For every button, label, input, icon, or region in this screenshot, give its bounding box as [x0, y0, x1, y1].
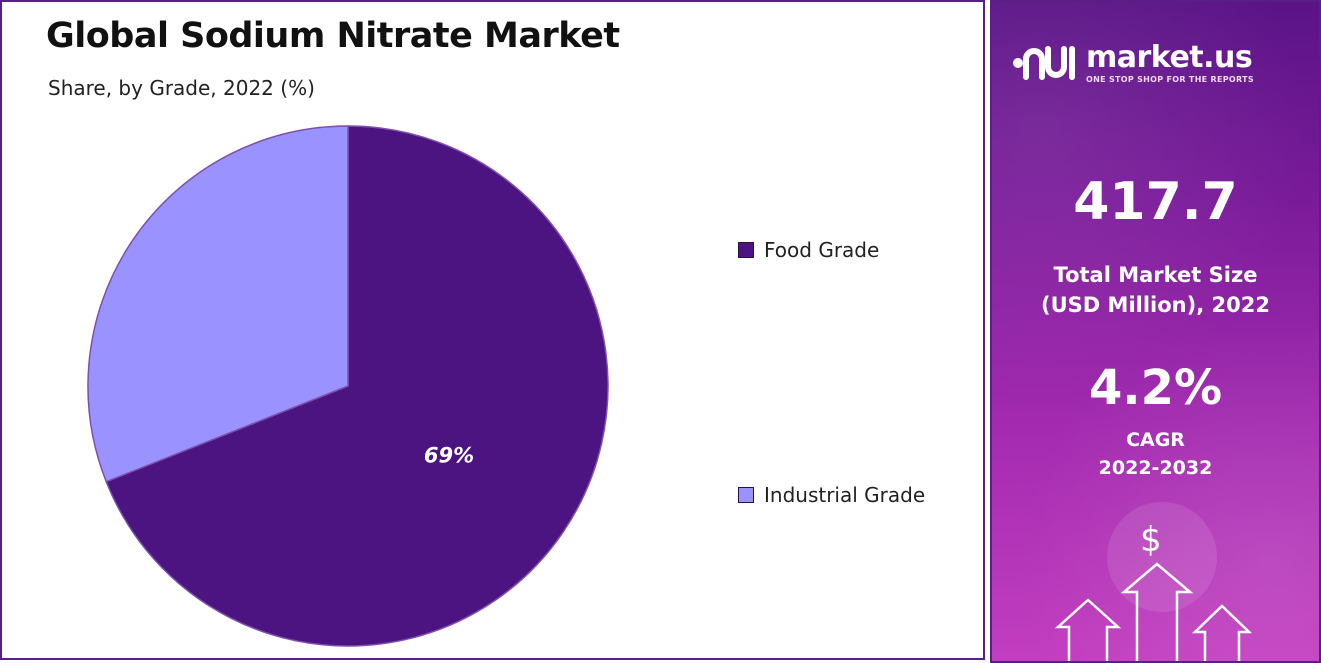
- brand: market.us ONE STOP SHOP FOR THE REPORTS: [1012, 42, 1254, 84]
- legend-swatch: [738, 242, 754, 258]
- legend-label: Industrial Grade: [764, 483, 926, 507]
- cagr-label-line1: CAGR: [1126, 429, 1185, 451]
- up-arrow-icon: [1054, 502, 1253, 661]
- chart-subtitle: Share, by Grade, 2022 (%): [48, 76, 315, 100]
- cagr-label-line2: 2022-2032: [1098, 457, 1213, 479]
- pie-data-label: 69%: [424, 444, 474, 468]
- legend-item: Industrial Grade: [738, 483, 925, 507]
- market-size-label: Total Market Size (USD Million), 2022: [992, 260, 1319, 320]
- brand-name: market.us: [1086, 40, 1253, 75]
- legend-label: Food Grade: [764, 238, 880, 262]
- pie-slice-food-grade: [105, 125, 609, 647]
- pie-chart: 69%: [87, 125, 609, 647]
- market-size-label-line1: Total Market Size: [1053, 263, 1258, 287]
- legend-swatch: [738, 487, 754, 503]
- info-panel: market.us ONE STOP SHOP FOR THE REPORTS …: [990, 0, 1321, 663]
- brand-tagline: ONE STOP SHOP FOR THE REPORTS: [1086, 75, 1254, 84]
- dollar-icon: $: [1140, 520, 1162, 560]
- market-us-logo-icon: [1013, 46, 1075, 80]
- cagr-label: CAGR 2022-2032: [992, 426, 1319, 482]
- cagr-value: 4.2%: [1088, 360, 1223, 416]
- chart-title: Global Sodium Nitrate Market: [46, 16, 620, 56]
- market-size-value: 417.7: [1073, 172, 1238, 232]
- market-size-label-line2: (USD Million), 2022: [1041, 293, 1270, 317]
- pie-slice-industrial-grade: [87, 125, 349, 483]
- legend-item: Food Grade: [738, 238, 879, 262]
- chart-panel: Global Sodium Nitrate Market Share, by G…: [0, 0, 985, 660]
